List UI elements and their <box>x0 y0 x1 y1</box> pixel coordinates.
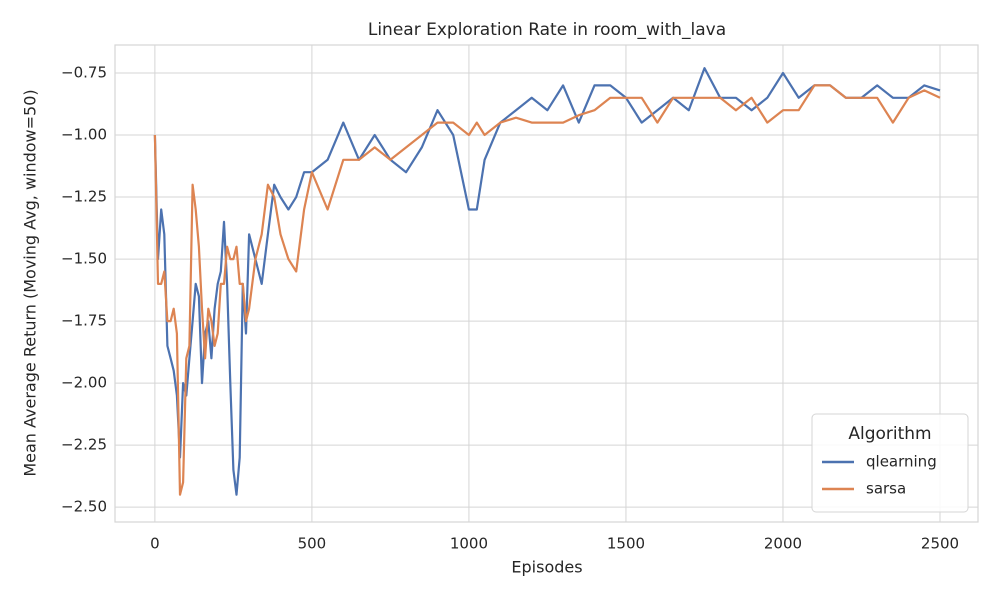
y-tick-label: −0.75 <box>61 64 107 82</box>
y-tick-label: −1.00 <box>61 126 107 144</box>
y-tick-label: −2.00 <box>61 374 107 392</box>
x-tick-label: 2500 <box>921 535 959 553</box>
line-series <box>153 67 941 496</box>
x-tick-label: 500 <box>298 535 327 553</box>
legend-box <box>811 413 969 513</box>
chart-title: Linear Exploration Rate in room_with_lav… <box>368 20 726 40</box>
y-tick-label: −1.50 <box>61 250 107 268</box>
y-axis-label: Mean Average Return (Moving Avg, window=… <box>21 89 40 476</box>
line-series <box>153 84 941 496</box>
legend: Algorithm qlearning sarsa <box>811 413 969 513</box>
plot-frame <box>114 44 979 523</box>
y-tick-label: −1.75 <box>61 312 107 330</box>
y-tick-label: −1.25 <box>61 188 107 206</box>
x-tick-label: 2000 <box>764 535 802 553</box>
x-axis-label: Episodes <box>511 558 582 577</box>
y-tick-label: −2.25 <box>61 436 107 454</box>
legend-label: sarsa <box>866 480 906 498</box>
legend-label: qlearning <box>866 453 937 471</box>
x-tick-label: 0 <box>150 535 160 553</box>
legend-title: Algorithm <box>848 424 931 444</box>
x-tick-label: 1000 <box>450 535 488 553</box>
x-tick-label: 1500 <box>607 535 645 553</box>
y-tick-label: −2.50 <box>61 498 107 516</box>
